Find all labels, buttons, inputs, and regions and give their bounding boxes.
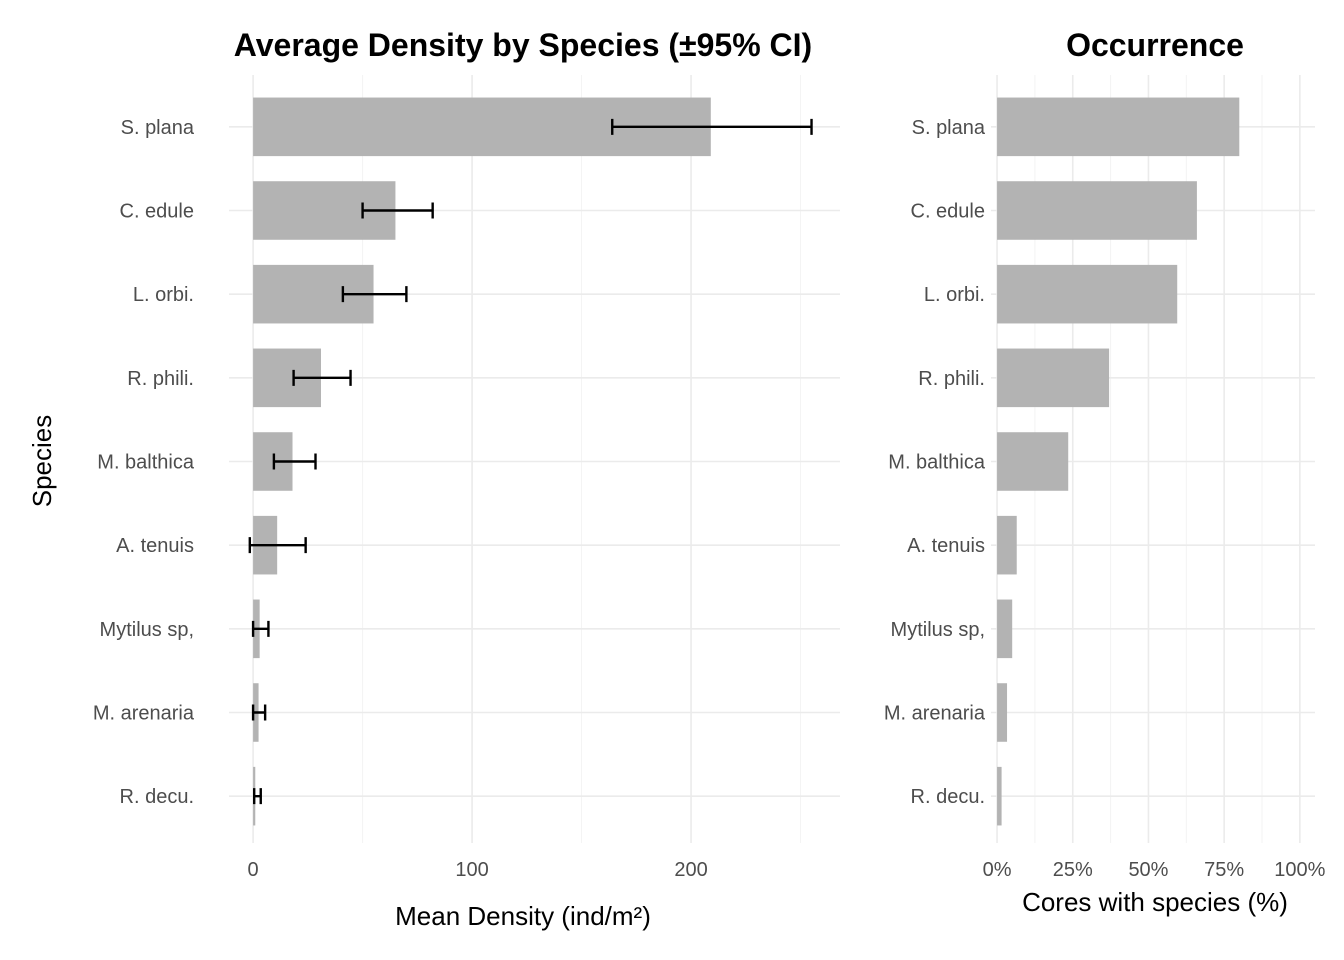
occurrence-x-tick-labels: 0% 25% 50% 75% 100% [983, 859, 1326, 881]
density-error-bar-m-balthica [272, 453, 317, 470]
density-panel: Average Density by Species (±95% CI) Mea… [27, 27, 840, 931]
density-y-tick-label-mytilus-sp: Mytilus sp, [100, 619, 194, 641]
occurrence-bar-r-decu [997, 766, 1002, 826]
density-x-tick-labels: 0 100 200 [248, 859, 708, 881]
density-error-bar-m-arenaria [251, 704, 267, 721]
occurrence-bar-m-arenaria [997, 683, 1008, 742]
occurrence-x-axis-title: Cores with species (%) [1022, 887, 1288, 917]
density-panel-title: Average Density by Species (±95% CI) [234, 27, 812, 63]
density-gridlines [229, 75, 840, 843]
occurrence-y-tick-label-mytilus-sp: Mytilus sp, [891, 619, 985, 641]
occurrence-y-tick-label-r-phili: R. phili. [918, 368, 985, 390]
occurrence-bar-mytilus-sp [997, 599, 1013, 659]
occurrence-y-tick-labels: S. plana C. edule L. orbi. R. phili. M. balt… [884, 117, 986, 808]
occurrence-bar-s-plana [997, 97, 1240, 157]
density-error-bar-r-phili [292, 369, 352, 386]
occurrence-bar-l-orbi [997, 264, 1178, 324]
density-y-tick-label-a-tenuis: A. tenuis [116, 535, 194, 557]
density-y-tick-labels: S. plana C. edule L. orbi. R. phili. M. balt… [93, 117, 195, 808]
density-x-axis-title: Mean Density (ind/m²) [395, 901, 651, 931]
occurrence-bar-m-balthica [997, 432, 1069, 491]
density-x-tick-label: 0 [248, 859, 259, 881]
occurrence-bar-c-edule [997, 181, 1197, 240]
occurrence-x-tick-label: 75% [1204, 859, 1244, 881]
density-y-tick-label-r-decu: R. decu. [120, 786, 194, 808]
occurrence-x-tick-label: 50% [1128, 859, 1168, 881]
occurrence-y-tick-label-m-arenaria: M. arenaria [884, 703, 986, 725]
density-y-tick-label-r-phili: R. phili. [127, 368, 194, 390]
density-error-bar-mytilus-sp [251, 620, 270, 637]
occurrence-y-tick-label-c-edule: C. edule [911, 201, 986, 223]
occurrence-y-tick-label-m-balthica: M. balthica [888, 452, 986, 474]
occurrence-bars [997, 97, 1240, 826]
density-x-tick-label: 100 [455, 859, 488, 881]
density-error-bar-c-edule [361, 202, 434, 219]
occurrence-bar-r-phili [997, 348, 1110, 408]
occurrence-y-tick-label-l-orbi: L. orbi. [924, 284, 985, 306]
occurrence-x-tick-label: 100% [1274, 859, 1325, 881]
density-y-tick-label-m-balthica: M. balthica [97, 452, 195, 474]
density-y-tick-label-l-orbi: L. orbi. [133, 284, 194, 306]
occurrence-panel-title: Occurrence [1066, 27, 1244, 63]
density-x-tick-label: 200 [674, 859, 707, 881]
density-y-tick-label-m-arenaria: M. arenaria [93, 703, 195, 725]
occurrence-x-tick-label: 0% [983, 859, 1012, 881]
density-error-bar-l-orbi [341, 286, 408, 303]
density-y-tick-label-c-edule: C. edule [120, 201, 195, 223]
density-error-bars [248, 118, 813, 805]
density-error-bar-s-plana [611, 118, 813, 135]
occurrence-y-tick-label-r-decu: R. decu. [911, 786, 985, 808]
density-error-bar-a-tenuis [248, 537, 307, 554]
density-y-tick-label-s-plana: S. plana [121, 117, 195, 139]
occurrence-bar-a-tenuis [997, 515, 1017, 575]
density-error-bar-r-decu [252, 788, 262, 805]
occurrence-x-tick-label: 25% [1053, 859, 1093, 881]
occurrence-y-tick-label-a-tenuis: A. tenuis [907, 535, 985, 557]
species-y-axis-title: Species [27, 415, 57, 508]
occurrence-panel: Occurrence Cores with species (%) S. pla… [884, 27, 1326, 917]
occurrence-y-tick-label-s-plana: S. plana [912, 117, 986, 139]
